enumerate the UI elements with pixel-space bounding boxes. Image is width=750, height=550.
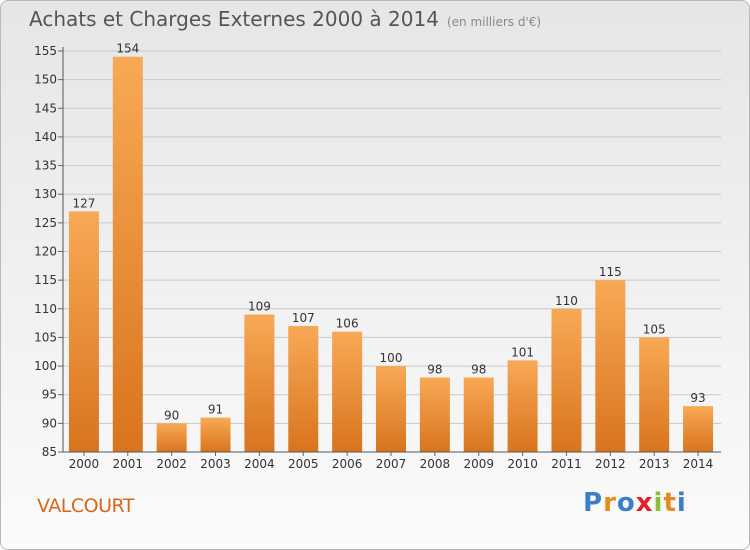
y-tick-label: 130 <box>34 187 57 201</box>
x-tick-label-2000: 2000 <box>69 457 100 471</box>
logo-letter: r <box>603 488 617 518</box>
bar-2002 <box>156 423 187 452</box>
bar-2003 <box>200 417 231 452</box>
data-label-2007: 100 <box>380 351 403 365</box>
y-tick-label: 115 <box>34 273 57 287</box>
bar-2011 <box>551 308 582 452</box>
y-tick-label: 135 <box>34 159 57 173</box>
y-tick-label: 110 <box>34 302 57 316</box>
data-label-2002: 90 <box>164 408 179 422</box>
bar-2007 <box>376 366 406 452</box>
bar-2013 <box>639 337 670 452</box>
y-tick-label: 145 <box>34 101 57 115</box>
data-label-2010: 101 <box>511 345 534 359</box>
x-tick-label-2002: 2002 <box>156 457 187 471</box>
bar-2009 <box>463 377 494 452</box>
data-label-2009: 98 <box>471 363 486 377</box>
bar-2010 <box>507 360 538 452</box>
y-tick-label: 100 <box>34 359 57 373</box>
x-tick-label-2006: 2006 <box>332 457 363 471</box>
bar-2004 <box>244 314 275 452</box>
y-tick-label: 155 <box>34 44 57 58</box>
y-tick-label: 105 <box>34 330 57 344</box>
logo-letter: o <box>616 488 636 518</box>
x-axis-ticks: 2000 2001 2002 2003 2004 2005 2006 2007 2008 2009… <box>69 452 714 471</box>
data-label-2014: 93 <box>690 391 705 405</box>
bar-2001 <box>112 56 143 452</box>
x-tick-label-2013: 2013 <box>639 457 670 471</box>
logo-letter: i <box>653 488 664 518</box>
y-tick-label: 120 <box>34 245 57 259</box>
chart-subtitle: (en milliers d'€) <box>446 15 542 29</box>
town-name: VALCOURT <box>37 495 134 517</box>
y-tick-label: 95 <box>42 388 57 402</box>
x-tick-label-2003: 2003 <box>200 457 231 471</box>
y-axis-ticks: 85 90 95 100 105 110 115 120 125 130 135 140 145 150 1… <box>34 44 63 459</box>
bars <box>68 56 714 452</box>
y-tick-label: 125 <box>34 216 57 230</box>
x-tick-label-2008: 2008 <box>420 457 451 471</box>
x-tick-label-2004: 2004 <box>244 457 275 471</box>
logo-letter: P <box>583 488 604 518</box>
x-tick-label-2014: 2014 <box>683 457 714 471</box>
bar-2000 <box>68 211 99 452</box>
chart-title-text: Achats et Charges Externes 2000 à 2014 <box>29 7 439 31</box>
x-tick-label-2011: 2011 <box>551 457 582 471</box>
x-tick-label-2005: 2005 <box>288 457 319 471</box>
data-labels: 127 154 90 91 109 107 106 100 98 98 101 110 115 105 93 <box>72 42 705 423</box>
logo-letter: i <box>676 488 687 518</box>
bar-2012 <box>595 280 626 452</box>
data-label-2004: 109 <box>248 300 271 314</box>
data-label-2003: 91 <box>208 403 223 417</box>
x-tick-label-2010: 2010 <box>507 457 538 471</box>
bar-2008 <box>419 377 450 452</box>
logo-letter: t <box>663 488 677 518</box>
logo-letter: x <box>635 488 654 518</box>
axes <box>62 47 721 453</box>
data-label-2006: 106 <box>336 317 359 331</box>
data-label-2001: 154 <box>116 42 139 56</box>
y-tick-label: 90 <box>42 416 57 430</box>
data-label-2011: 110 <box>555 294 578 308</box>
y-tick-label: 85 <box>42 445 57 459</box>
proxiti-logo: Proxiti <box>583 488 687 518</box>
data-label-2012: 115 <box>599 265 622 279</box>
x-tick-label-2007: 2007 <box>376 457 407 471</box>
x-tick-label-2001: 2001 <box>113 457 144 471</box>
chart-title: Achats et Charges Externes 2000 à 2014 (e… <box>29 7 541 31</box>
bar-2005 <box>288 325 319 452</box>
data-label-2008: 98 <box>427 363 442 377</box>
bar-2006 <box>332 331 363 452</box>
data-label-2000: 127 <box>72 196 95 210</box>
data-label-2005: 107 <box>292 311 315 325</box>
bar-2014 <box>683 406 714 452</box>
y-tick-label: 140 <box>34 130 57 144</box>
x-tick-label-2009: 2009 <box>463 457 494 471</box>
y-tick-label: 150 <box>34 73 57 87</box>
x-tick-label-2012: 2012 <box>595 457 626 471</box>
data-label-2013: 105 <box>643 322 666 336</box>
